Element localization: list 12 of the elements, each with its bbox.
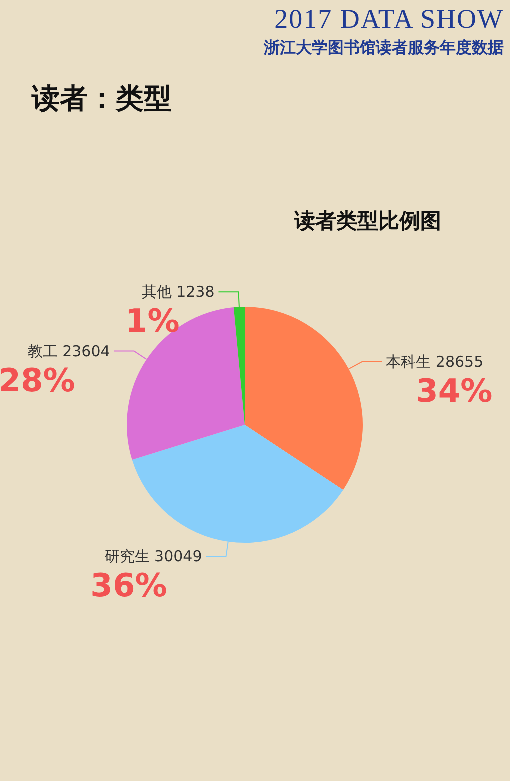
- data-label: 28%: [0, 361, 76, 400]
- data-label: 36%: [90, 566, 168, 605]
- text: 2017 DATA SHOW: [274, 4, 504, 34]
- slice-label: 其他 1238: [142, 283, 215, 302]
- data-label: 1%: [125, 302, 180, 340]
- text: 浙江大学图书馆读者服务年度数据: [263, 38, 504, 57]
- data-label: 34%: [416, 372, 493, 410]
- slice-label: 教工 23604: [28, 342, 110, 360]
- slice-label: 研究生 30049: [104, 548, 202, 566]
- chart-title: 读者类型比例图: [294, 209, 442, 233]
- text: 读者：类型: [31, 82, 172, 115]
- slice-label: 本科生 28655: [386, 353, 484, 372]
